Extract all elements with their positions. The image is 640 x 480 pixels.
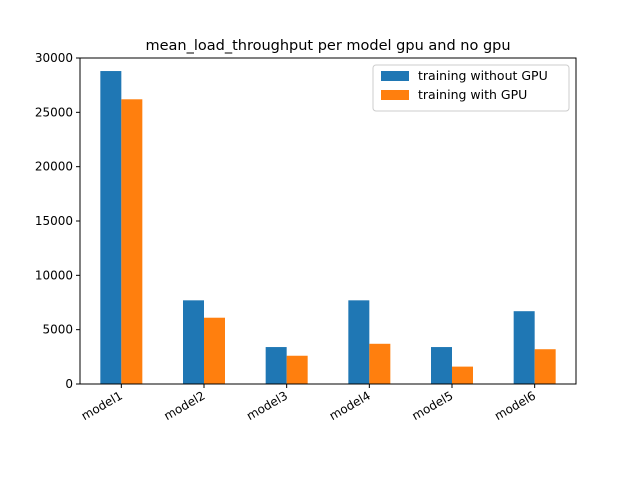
x-tick-label-model6: model6	[492, 388, 538, 423]
x-tick-label-model2: model2	[162, 388, 208, 423]
bar-without-gpu-model5	[431, 347, 452, 384]
bar-without-gpu-model4	[348, 300, 370, 384]
y-tick-label: 5000	[42, 323, 73, 337]
y-tick-label: 20000	[35, 160, 73, 174]
x-tick-label-model5: model5	[410, 388, 456, 423]
legend-swatch-without-gpu	[381, 71, 409, 81]
bar-without-gpu-model2	[183, 300, 204, 384]
legend: training without GPU training with GPU	[372, 64, 570, 112]
bar-with-gpu-model3	[286, 355, 308, 384]
y-tick-label: 0	[65, 377, 73, 391]
y-tick-label: 25000	[35, 105, 73, 119]
x-tick-label-model3: model3	[244, 388, 290, 423]
bars-group	[100, 71, 556, 384]
bar-with-gpu-model6	[534, 349, 556, 384]
legend-label-with-gpu: training with GPU	[418, 87, 527, 102]
bar-without-gpu-model6	[513, 311, 535, 384]
bar-with-gpu-model4	[369, 343, 391, 384]
chart-title: mean_load_throughput per model gpu and n…	[145, 38, 510, 54]
legend-label-without-gpu: training without GPU	[418, 68, 548, 83]
y-tick-label: 10000	[35, 268, 73, 282]
x-tick-label-model4: model4	[327, 388, 373, 423]
bar-without-gpu-model3	[265, 347, 287, 384]
y-tick-label: 30000	[35, 51, 73, 65]
x-axis: model1 model2 model3 model4 model5 model6	[79, 384, 538, 423]
y-tick-label: 15000	[35, 214, 73, 228]
plot-frame	[79, 57, 577, 385]
y-axis: 0 5000 10000 15000 20000 25000 30000	[35, 51, 80, 391]
legend-box	[372, 64, 570, 112]
bar-with-gpu-model5	[452, 366, 473, 384]
bar-with-gpu-model2	[204, 317, 225, 384]
x-tick-label-model1: model1	[79, 388, 125, 423]
bar-with-gpu-model1	[121, 99, 143, 384]
legend-swatch-with-gpu	[381, 90, 409, 100]
bar-without-gpu-model1	[100, 71, 122, 384]
